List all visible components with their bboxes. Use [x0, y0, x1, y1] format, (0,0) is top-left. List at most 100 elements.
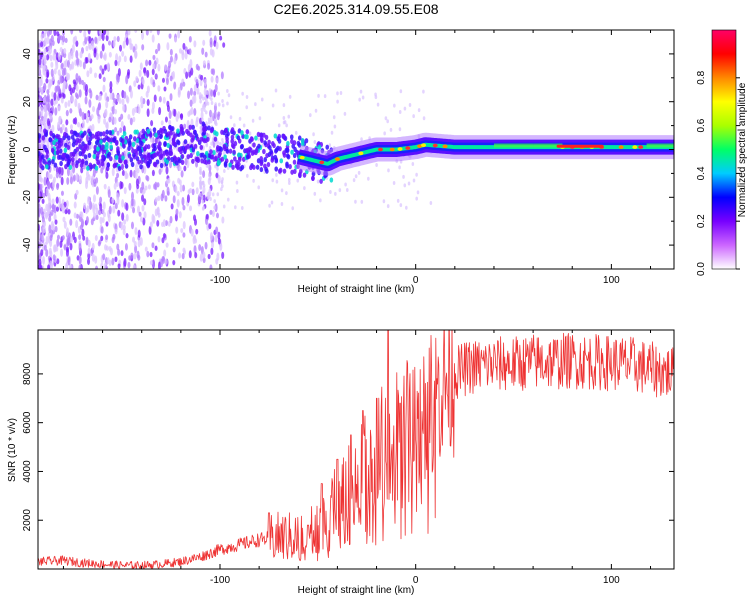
heatmap-cell [119, 137, 123, 143]
heatmap-cell [127, 261, 131, 269]
heatmap-cell [108, 116, 112, 123]
heatmap-cell [57, 69, 61, 76]
heatmap-cell [178, 165, 182, 171]
heatmap-cell [125, 75, 129, 85]
colorbar-tick-label: 0.0 [696, 262, 707, 276]
heatmap-cell [140, 141, 144, 147]
heatmap-cell [245, 147, 250, 154]
heatmap-cell [245, 95, 249, 100]
heatmap-cell [184, 157, 188, 166]
heatmap-cell [169, 55, 173, 63]
heatmap-cell [61, 235, 65, 241]
heatmap-cell [156, 207, 160, 216]
heatmap-cell [173, 81, 177, 90]
heatmap-cell [121, 198, 125, 208]
heatmap-cell [141, 78, 145, 85]
heatmap-cell [157, 63, 161, 72]
heatmap-cell [293, 168, 297, 175]
heatmap-cell [53, 92, 57, 102]
heatmap-cell [268, 145, 272, 151]
heatmap-cell [52, 140, 56, 146]
heatmap-cell [175, 113, 179, 122]
heatmap-cell [67, 99, 71, 107]
heatmap-cell [215, 226, 219, 235]
heatmap-cell [61, 152, 66, 158]
heatmap-cell [260, 137, 264, 144]
heatmap-cell [157, 235, 161, 243]
heatmap-cell [122, 104, 126, 112]
heatmap-cell [118, 98, 122, 104]
heatmap-cell [103, 118, 107, 125]
colorbar: 0.0 0.2 0.4 0.6 0.8 Normalized spectral ampl… [696, 29, 748, 276]
heatmap-cell [58, 154, 62, 160]
heatmap-cell [101, 154, 105, 160]
heatmap-cell [175, 226, 179, 234]
heatmap-cell [47, 160, 52, 166]
heatmap-cell [162, 219, 166, 228]
heatmap-cell [75, 73, 79, 81]
heatmap-cell [83, 30, 87, 38]
heatmap-cell [120, 120, 124, 128]
heatmap-cell [164, 64, 168, 72]
heatmap-cell [104, 159, 108, 169]
heatmap-cell [285, 153, 290, 159]
heatmap-cell [136, 146, 141, 152]
heatmap-cell [300, 141, 305, 147]
heatmap-cell [180, 228, 184, 234]
heatmap-cell [277, 168, 282, 174]
heatmap-cell [105, 122, 109, 129]
heatmap-cell [207, 159, 211, 165]
heatmap-cell [54, 225, 58, 233]
heatmap-cell [41, 154, 45, 160]
heatmap-cell [242, 123, 246, 128]
heatmap-cell [120, 221, 124, 231]
heatmap-cell [184, 46, 188, 53]
heatmap-cell [314, 108, 318, 113]
heatmap-cell [75, 172, 79, 182]
heatmap-cell [125, 172, 129, 179]
heatmap-cell [139, 62, 143, 70]
heatmap-cell [81, 79, 85, 86]
heatmap-cell [41, 233, 45, 241]
heatmap-cell [67, 51, 71, 61]
heatmap-cell [186, 194, 190, 204]
heatmap-cell [285, 147, 289, 153]
heatmap-cell [202, 105, 205, 110]
heatmap-cell [248, 131, 252, 136]
heatmap-cell [177, 86, 181, 94]
heatmap-cell [78, 151, 83, 157]
heatmap-cell [236, 135, 241, 141]
heatmap-cell [109, 156, 113, 162]
heatmap-cell [168, 124, 172, 130]
heatmap-cell [166, 142, 170, 148]
heatmap-cell [63, 220, 67, 229]
heatmap-cell [107, 137, 111, 143]
heatmap-cell [42, 97, 46, 104]
heatmap-cell [389, 127, 393, 132]
heatmap-cell [140, 134, 145, 140]
heatmap-cell [49, 250, 53, 258]
heatmap-cell [65, 153, 70, 159]
heatmap-cell [146, 108, 150, 118]
colorbar-tick-label: 0.8 [696, 70, 707, 84]
y-tick-label: 6000 [22, 411, 33, 434]
heatmap-cell [354, 199, 357, 204]
heatmap-cell [189, 152, 193, 159]
heatmap-cell [43, 48, 47, 55]
heatmap-cell [221, 103, 225, 108]
heatmap-cell [78, 143, 82, 150]
heatmap-cell [45, 153, 49, 160]
heatmap-cell [49, 112, 53, 120]
heatmap-cell [106, 162, 111, 168]
heatmap-cell [235, 164, 240, 170]
heatmap-cell [143, 67, 147, 74]
heatmap-cell [211, 209, 215, 218]
heatmap-cell [99, 196, 103, 204]
heatmap-cell [106, 30, 110, 36]
heatmap-cell [223, 161, 228, 167]
heatmap-cell [44, 135, 48, 143]
heatmap-cell [95, 52, 99, 61]
heatmap-cell [173, 57, 177, 65]
heatmap-cell [115, 181, 119, 187]
heatmap-cell [199, 253, 203, 262]
